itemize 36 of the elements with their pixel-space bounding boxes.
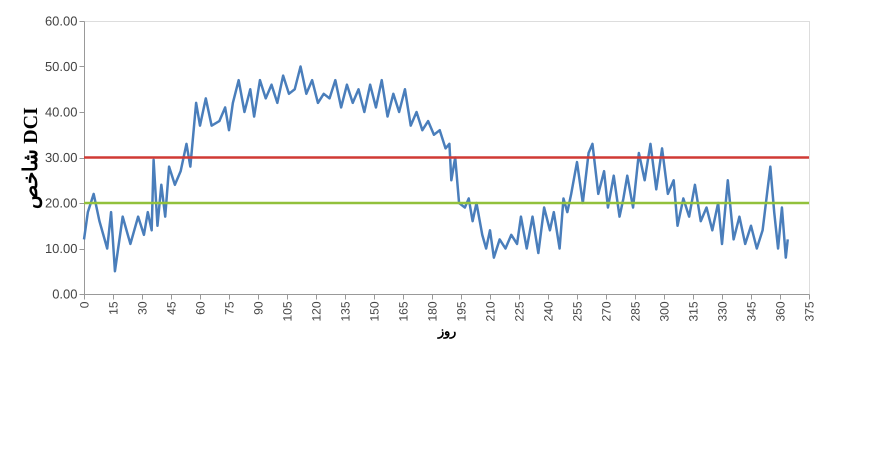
x-tick-label: 300	[658, 301, 672, 322]
y-tick-label: 60.00	[44, 14, 78, 28]
x-tick-label: 15	[106, 301, 120, 315]
y-tick-label: 50.00	[44, 59, 78, 74]
y-tick-label: 20.00	[44, 196, 78, 210]
x-tick-label: 150	[368, 301, 382, 322]
x-tick-label: 120	[310, 301, 324, 322]
x-tick-label: 165	[396, 301, 410, 322]
y-tick-label: 10.00	[44, 241, 78, 256]
x-tick-label: 330	[716, 301, 730, 322]
x-tick-label: 75	[222, 301, 236, 315]
x-tick-label: 60	[194, 301, 208, 315]
x-tick-label: 180	[426, 301, 440, 322]
x-axis-title: روز	[437, 324, 456, 340]
x-tick-label: 360	[774, 301, 788, 322]
x-tick-label: 30	[136, 301, 150, 315]
x-tick-label: 315	[686, 301, 700, 322]
x-tick-label: 45	[164, 301, 178, 315]
x-tick-label: 90	[252, 301, 266, 315]
x-tick-label: 345	[744, 301, 758, 322]
x-tick-label: 195	[454, 301, 468, 322]
y-tick-label: 30.00	[44, 150, 78, 165]
x-tick-label: 105	[280, 301, 294, 322]
line-series	[82, 65, 789, 272]
y-tick-label: 0.00	[52, 286, 78, 302]
x-tick-label: 270	[600, 301, 614, 322]
x-tick-label: 0	[78, 301, 92, 308]
y-tick-label: 40.00	[44, 104, 78, 120]
x-tick-label: 255	[570, 301, 584, 322]
x-tick-label: 240	[542, 301, 556, 322]
y-axis-title: شاخص DCI	[20, 106, 43, 209]
x-tick-label: 285	[628, 301, 642, 322]
x-tick-label: 135	[338, 301, 352, 322]
x-tick-label: 225	[512, 301, 526, 322]
x-tick-label: 210	[484, 301, 498, 322]
x-tick-label: 375	[802, 301, 816, 322]
